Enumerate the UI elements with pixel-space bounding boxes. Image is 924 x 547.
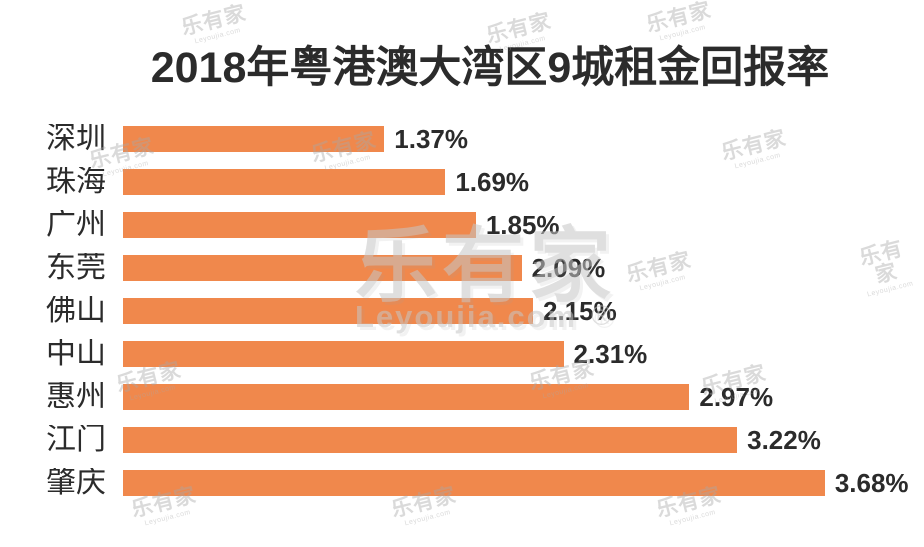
chart-title: 2018年粤港澳大湾区9城租金回报率 bbox=[150, 44, 830, 92]
bar-row: 佛山 2.15% bbox=[0, 289, 924, 332]
category-label: 中山 bbox=[46, 338, 106, 369]
brand-watermark-domain: Leyoujia.com bbox=[144, 509, 192, 528]
bar-track: 1.85% bbox=[123, 209, 924, 240]
value-label: 2.97% bbox=[699, 381, 774, 412]
bar-row: 肇庆 3.68% bbox=[0, 461, 924, 504]
bar-track: 3.68% bbox=[123, 467, 924, 498]
value-label: 3.68% bbox=[834, 467, 909, 498]
bar-row: 江门 3.22% bbox=[0, 418, 924, 461]
bar-track: 1.69% bbox=[123, 166, 924, 197]
bar-track: 2.09% bbox=[123, 252, 924, 283]
value-label: 3.22% bbox=[747, 424, 821, 455]
bar-track: 2.97% bbox=[123, 381, 924, 412]
bar bbox=[123, 254, 522, 281]
bar bbox=[123, 383, 690, 410]
category-label: 肇庆 bbox=[46, 467, 106, 498]
bar bbox=[123, 168, 446, 195]
category-label: 惠州 bbox=[46, 381, 106, 412]
category-label: 江门 bbox=[46, 424, 106, 455]
bar bbox=[123, 211, 476, 238]
bar bbox=[123, 125, 385, 152]
bar-row: 广州 1.85% bbox=[0, 203, 924, 246]
category-label: 东莞 bbox=[46, 252, 106, 283]
value-label: 2.15% bbox=[543, 295, 617, 326]
bar-row: 中山 2.31% bbox=[0, 332, 924, 375]
bar-row: 惠州 2.97% bbox=[0, 375, 924, 418]
value-label: 2.31% bbox=[573, 338, 648, 369]
category-label: 珠海 bbox=[46, 166, 106, 197]
bar-row: 珠海 1.69% bbox=[0, 160, 924, 203]
bar-track: 1.37% bbox=[123, 123, 924, 154]
bar-row: 深圳 1.37% bbox=[0, 117, 924, 160]
brand-watermark-domain: Leyoujia.com bbox=[404, 509, 452, 528]
bar-track: 2.15% bbox=[123, 295, 924, 326]
bar-track: 3.22% bbox=[123, 424, 924, 455]
category-label: 佛山 bbox=[46, 295, 106, 326]
bar bbox=[123, 469, 825, 496]
category-label: 广州 bbox=[46, 209, 106, 240]
bar-chart-area: 深圳 1.37% 珠海 1.69% 广州 1.85% 东莞 2.09% 佛山 2.15% 中山 2.3… bbox=[0, 117, 924, 504]
value-label: 1.69% bbox=[455, 166, 530, 197]
brand-watermark-text: 乐有家 bbox=[644, 0, 714, 37]
value-label: 1.37% bbox=[394, 123, 469, 154]
bar bbox=[123, 340, 564, 367]
bar bbox=[123, 297, 534, 324]
category-label: 深圳 bbox=[46, 123, 106, 154]
brand-watermark-domain: Leyoujia.com bbox=[669, 509, 717, 528]
bar-track: 2.31% bbox=[123, 338, 924, 369]
value-label: 2.09% bbox=[531, 252, 606, 283]
value-label: 1.85% bbox=[485, 209, 560, 240]
bar-row: 东莞 2.09% bbox=[0, 246, 924, 289]
bar bbox=[123, 426, 738, 453]
